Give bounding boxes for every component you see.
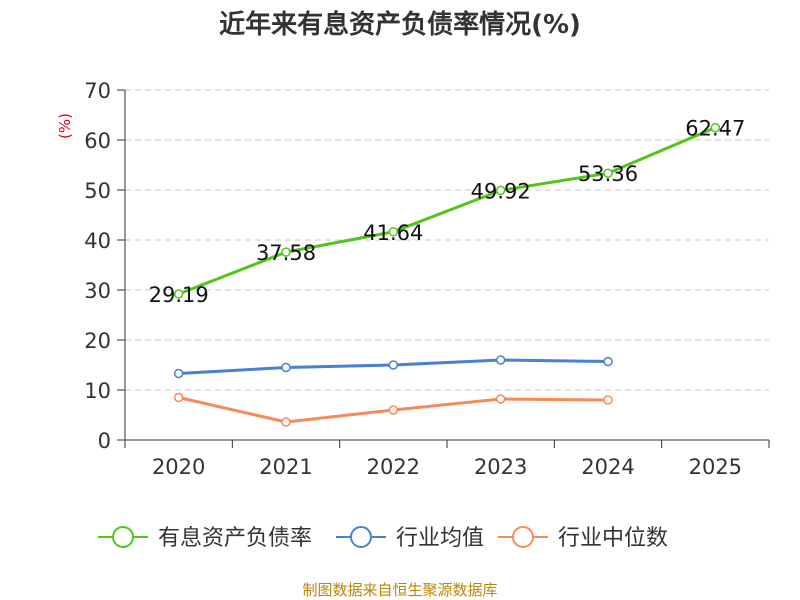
- y-tick-label: 40: [84, 229, 111, 253]
- data-label: 53.36: [578, 162, 638, 186]
- data-point: [388, 360, 399, 370]
- data-label: 29.19: [149, 283, 209, 307]
- y-tick-label: 50: [84, 179, 111, 203]
- data-point: [281, 247, 291, 257]
- legend-label: 行业均值: [396, 526, 484, 551]
- data-point: [281, 417, 291, 427]
- legend-label: 有息资产负债率: [158, 526, 312, 551]
- data-label: 37.58: [256, 241, 316, 265]
- data-point: [388, 227, 399, 237]
- data-label: 62.47: [685, 117, 745, 141]
- series-0: 29.19 37.58 41.64 49.92 53.36 62.47: [149, 117, 746, 307]
- x-tick-label: 2024: [581, 455, 634, 479]
- data-point: [495, 185, 506, 196]
- source-note: 制图数据来自恒生聚源数据库: [302, 581, 497, 599]
- legend-label: 行业中位数: [558, 526, 668, 551]
- chart-title: 近年来有息资产负债率情况(%): [219, 9, 581, 40]
- data-label: 41.64: [363, 221, 423, 245]
- y-tick-label: 0: [98, 429, 111, 453]
- data-point: [173, 392, 184, 403]
- data-point: [603, 395, 613, 405]
- legend-marker: [350, 526, 372, 548]
- series-1: [173, 355, 613, 379]
- gridlines: [125, 89, 769, 391]
- legend-item: 行业中位数: [498, 526, 668, 551]
- y-axis-label: (%): [56, 113, 74, 139]
- y-tick-label: 10: [84, 379, 111, 403]
- legend: 有息资产负债率 行业均值 行业中位数: [98, 526, 668, 551]
- data-point: [710, 122, 721, 133]
- data-point: [495, 355, 506, 365]
- legend-marker: [512, 526, 534, 548]
- data-point: [603, 356, 613, 367]
- x-tick-label: 2025: [689, 455, 742, 479]
- y-tick-label: 30: [84, 279, 111, 303]
- data-point: [281, 362, 291, 373]
- axes: 0 10 20 30 40 50 60 70 2020 2021 2022 2023 2024 2025: [84, 79, 770, 479]
- data-point: [495, 394, 506, 404]
- x-tick-label: 2023: [474, 455, 527, 479]
- data-point: [388, 405, 399, 415]
- y-tick-label: 70: [84, 79, 111, 103]
- data-point: [173, 368, 184, 379]
- y-tick-label: 60: [84, 129, 111, 153]
- y-tick-label: 20: [84, 329, 111, 353]
- x-tick-label: 2021: [259, 455, 312, 479]
- series-group: 29.19 37.58 41.64 49.92 53.36 62.47: [149, 117, 746, 427]
- series-2: [173, 392, 613, 427]
- data-point: [173, 289, 184, 299]
- data-point: [603, 168, 613, 178]
- legend-item: 有息资产负债率: [98, 526, 312, 551]
- legend-item: 行业均值: [336, 526, 484, 551]
- data-label: 49.92: [471, 179, 531, 203]
- legend-marker: [112, 526, 134, 548]
- series-line: [178, 126, 716, 296]
- x-tick-label: 2020: [152, 455, 205, 479]
- x-tick-label: 2022: [367, 455, 420, 479]
